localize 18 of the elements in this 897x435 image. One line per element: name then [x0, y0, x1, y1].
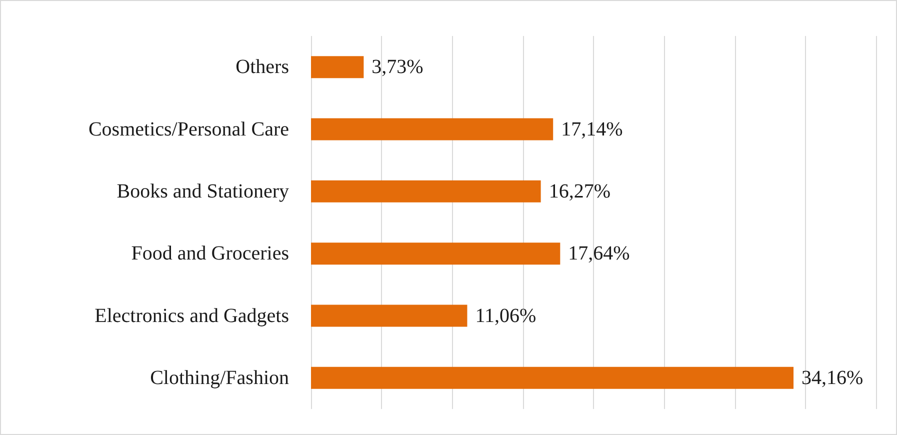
data-label: 16,27% [548, 180, 610, 202]
bar [311, 180, 541, 202]
data-label: 34,16% [802, 366, 864, 389]
bar [311, 56, 364, 78]
y-tick-label: Electronics and Gadgets [94, 304, 290, 327]
bar [311, 242, 560, 265]
y-tick-label: Clothing/Fashion [150, 366, 289, 389]
y-tick-label: Food and Groceries [131, 242, 290, 265]
y-tick-label: Others [236, 56, 290, 78]
data-label: 17,14% [561, 118, 623, 140]
bar [311, 304, 468, 327]
bar [311, 118, 554, 140]
data-label: 17,64% [568, 242, 630, 265]
y-tick-label: Cosmetics/Personal Care [88, 118, 290, 140]
data-label: 3,73% [372, 56, 424, 78]
data-label: 11,06% [475, 304, 536, 327]
bar [311, 366, 794, 389]
y-tick-label: Books and Stationery [116, 180, 289, 202]
